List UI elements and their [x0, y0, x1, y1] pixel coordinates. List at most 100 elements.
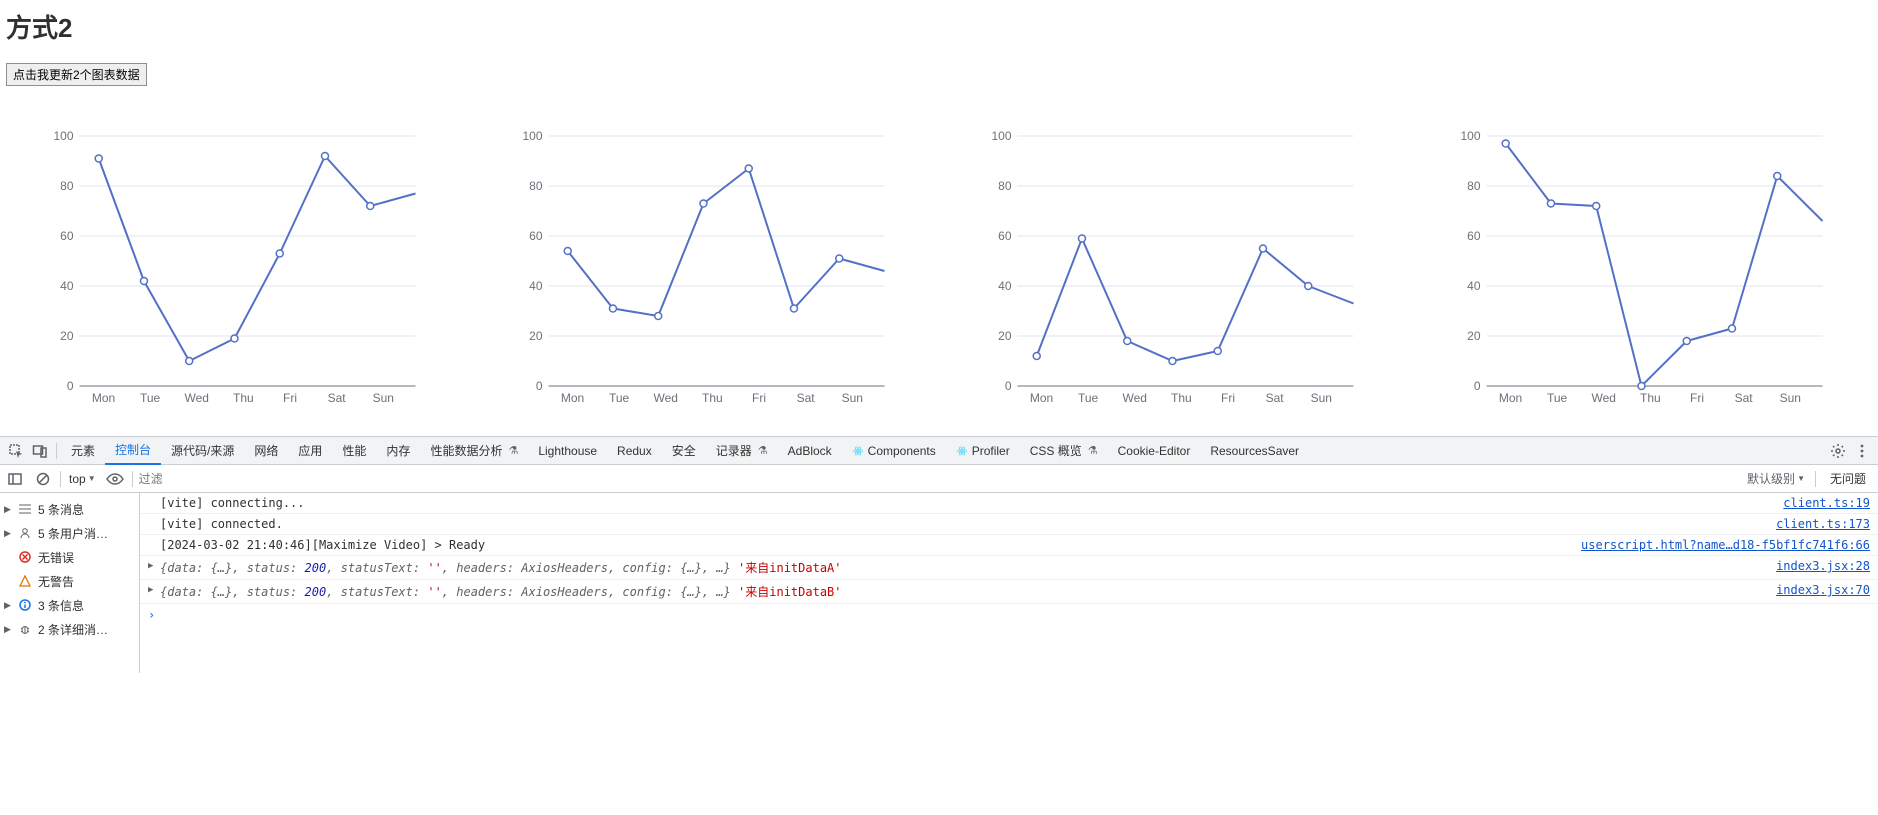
- inspect-element-icon[interactable]: [4, 439, 28, 463]
- svg-text:Mon: Mon: [1030, 391, 1053, 405]
- svg-text:40: 40: [1467, 279, 1481, 293]
- svg-text:20: 20: [60, 329, 74, 343]
- tab-css-overview[interactable]: CSS 概览⚗: [1020, 437, 1108, 465]
- tab-components[interactable]: Components: [842, 437, 946, 465]
- svg-text:Sun: Sun: [1780, 391, 1801, 405]
- svg-text:Sat: Sat: [1735, 391, 1754, 405]
- chevron-right-icon: ▶: [4, 504, 12, 515]
- console-line: [vite] connecting... client.ts:19: [140, 493, 1878, 514]
- chevron-right-icon: ▶: [4, 528, 12, 539]
- svg-text:Tue: Tue: [140, 391, 161, 405]
- svg-text:Sun: Sun: [373, 391, 394, 405]
- svg-text:20: 20: [1467, 329, 1481, 343]
- console-source-link[interactable]: client.ts:19: [1773, 496, 1870, 510]
- sidebar-label: 2 条详细消…: [38, 621, 135, 638]
- svg-text:Thu: Thu: [233, 391, 254, 405]
- tab-application[interactable]: 应用: [288, 437, 332, 465]
- settings-icon[interactable]: [1826, 439, 1850, 463]
- svg-text:100: 100: [1460, 129, 1480, 143]
- svg-text:80: 80: [1467, 179, 1481, 193]
- console-source-link[interactable]: index3.jsx:70: [1766, 583, 1870, 597]
- svg-text:40: 40: [529, 279, 543, 293]
- svg-text:Wed: Wed: [1592, 391, 1616, 405]
- svg-text:Tue: Tue: [609, 391, 630, 405]
- sidebar-label: 无错误: [38, 549, 135, 566]
- console-line: [vite] connected. client.ts:173: [140, 514, 1878, 535]
- tab-elements[interactable]: 元素: [61, 437, 105, 465]
- chevron-right-icon[interactable]: ▶: [148, 559, 160, 571]
- console-line: [2024-03-02 21:40:46][Maximize Video] > …: [140, 535, 1878, 556]
- toggle-sidebar-icon[interactable]: [4, 468, 26, 490]
- sidebar-label: 5 条用户消…: [38, 525, 135, 542]
- tab-network[interactable]: 网络: [244, 437, 288, 465]
- svg-text:100: 100: [991, 129, 1011, 143]
- clear-console-icon[interactable]: [32, 468, 54, 490]
- console-line: ▶ {data: {…}, status: 200, statusText: '…: [140, 580, 1878, 604]
- update-charts-button[interactable]: 点击我更新2个图表数据: [6, 63, 147, 86]
- svg-text:Thu: Thu: [702, 391, 723, 405]
- page-title: 方式2: [6, 8, 1872, 45]
- svg-text:Fri: Fri: [1690, 391, 1704, 405]
- sidebar-label: 5 条消息: [38, 501, 135, 518]
- svg-text:100: 100: [53, 129, 73, 143]
- chart-2: 020406080100MonTueWedThuFriSatSun: [475, 126, 934, 416]
- svg-text:Sat: Sat: [1266, 391, 1285, 405]
- sidebar-item-user-messages[interactable]: ▶ 5 条用户消…: [0, 521, 139, 545]
- context-selector[interactable]: top▼: [67, 472, 98, 486]
- svg-text:Sat: Sat: [328, 391, 347, 405]
- tab-memory[interactable]: 内存: [376, 437, 420, 465]
- svg-text:80: 80: [60, 179, 74, 193]
- tab-redux[interactable]: Redux: [607, 437, 662, 465]
- tab-adblock[interactable]: AdBlock: [778, 437, 842, 465]
- console-message: [2024-03-02 21:40:46][Maximize Video] > …: [160, 538, 1571, 552]
- sidebar-item-messages[interactable]: ▶ 5 条消息: [0, 497, 139, 521]
- tab-lighthouse[interactable]: Lighthouse: [528, 437, 607, 465]
- chart-3: 020406080100MonTueWedThuFriSatSun: [944, 126, 1403, 416]
- tab-sources[interactable]: 源代码/来源: [161, 437, 244, 465]
- console-prompt[interactable]: ›: [140, 604, 1878, 626]
- svg-text:Sun: Sun: [1311, 391, 1332, 405]
- tab-profiler[interactable]: Profiler: [946, 437, 1020, 465]
- list-icon: [18, 502, 32, 516]
- svg-text:0: 0: [1005, 379, 1012, 393]
- console-output[interactable]: [vite] connecting... client.ts:19 [vite]…: [140, 493, 1878, 673]
- info-icon: [18, 598, 32, 612]
- filter-input[interactable]: [139, 469, 1737, 489]
- chevron-right-icon[interactable]: ▶: [148, 583, 160, 595]
- sidebar-item-verbose[interactable]: ▶ 2 条详细消…: [0, 617, 139, 641]
- sidebar-item-info[interactable]: ▶ 3 条信息: [0, 593, 139, 617]
- live-expression-icon[interactable]: [104, 468, 126, 490]
- sidebar-item-no-errors[interactable]: 无错误: [0, 545, 139, 569]
- warning-icon: [18, 574, 32, 588]
- issues-status[interactable]: 无问题: [1822, 470, 1874, 487]
- device-toolbar-icon[interactable]: [28, 439, 52, 463]
- sidebar-item-no-warnings[interactable]: 无警告: [0, 569, 139, 593]
- svg-text:20: 20: [529, 329, 543, 343]
- svg-text:Mon: Mon: [1499, 391, 1522, 405]
- beaker-icon: ⚗: [758, 444, 768, 457]
- tab-resources-saver[interactable]: ResourcesSaver: [1200, 437, 1309, 465]
- tab-performance[interactable]: 性能: [332, 437, 376, 465]
- tab-security[interactable]: 安全: [662, 437, 706, 465]
- console-sidebar: ▶ 5 条消息 ▶ 5 条用户消… 无错误 无警告 ▶: [0, 493, 140, 673]
- tab-cookie-editor[interactable]: Cookie-Editor: [1108, 437, 1201, 465]
- react-icon: [956, 445, 968, 457]
- tab-console[interactable]: 控制台: [105, 437, 161, 465]
- svg-text:Wed: Wed: [185, 391, 209, 405]
- console-source-link[interactable]: index3.jsx:28: [1766, 559, 1870, 573]
- console-source-link[interactable]: userscript.html?name…d18-f5bf1fc741f6:66: [1571, 538, 1870, 552]
- log-level-selector[interactable]: 默认级别▼: [1743, 470, 1809, 487]
- console-message: {data: {…}, status: 200, statusText: '',…: [160, 583, 1766, 600]
- devtools-panel: 元素 控制台 源代码/来源 网络 应用 性能 内存 性能数据分析⚗ Lighth…: [0, 436, 1878, 673]
- svg-text:Wed: Wed: [1123, 391, 1147, 405]
- tab-recorder[interactable]: 记录器⚗: [706, 437, 778, 465]
- user-icon: [18, 526, 32, 540]
- console-source-link[interactable]: client.ts:173: [1766, 517, 1870, 531]
- error-icon: [18, 550, 32, 564]
- svg-text:0: 0: [536, 379, 543, 393]
- bug-icon: [18, 622, 32, 636]
- svg-text:80: 80: [998, 179, 1012, 193]
- more-icon[interactable]: [1850, 439, 1874, 463]
- tab-perf-insights[interactable]: 性能数据分析⚗: [420, 437, 528, 465]
- svg-text:Thu: Thu: [1171, 391, 1192, 405]
